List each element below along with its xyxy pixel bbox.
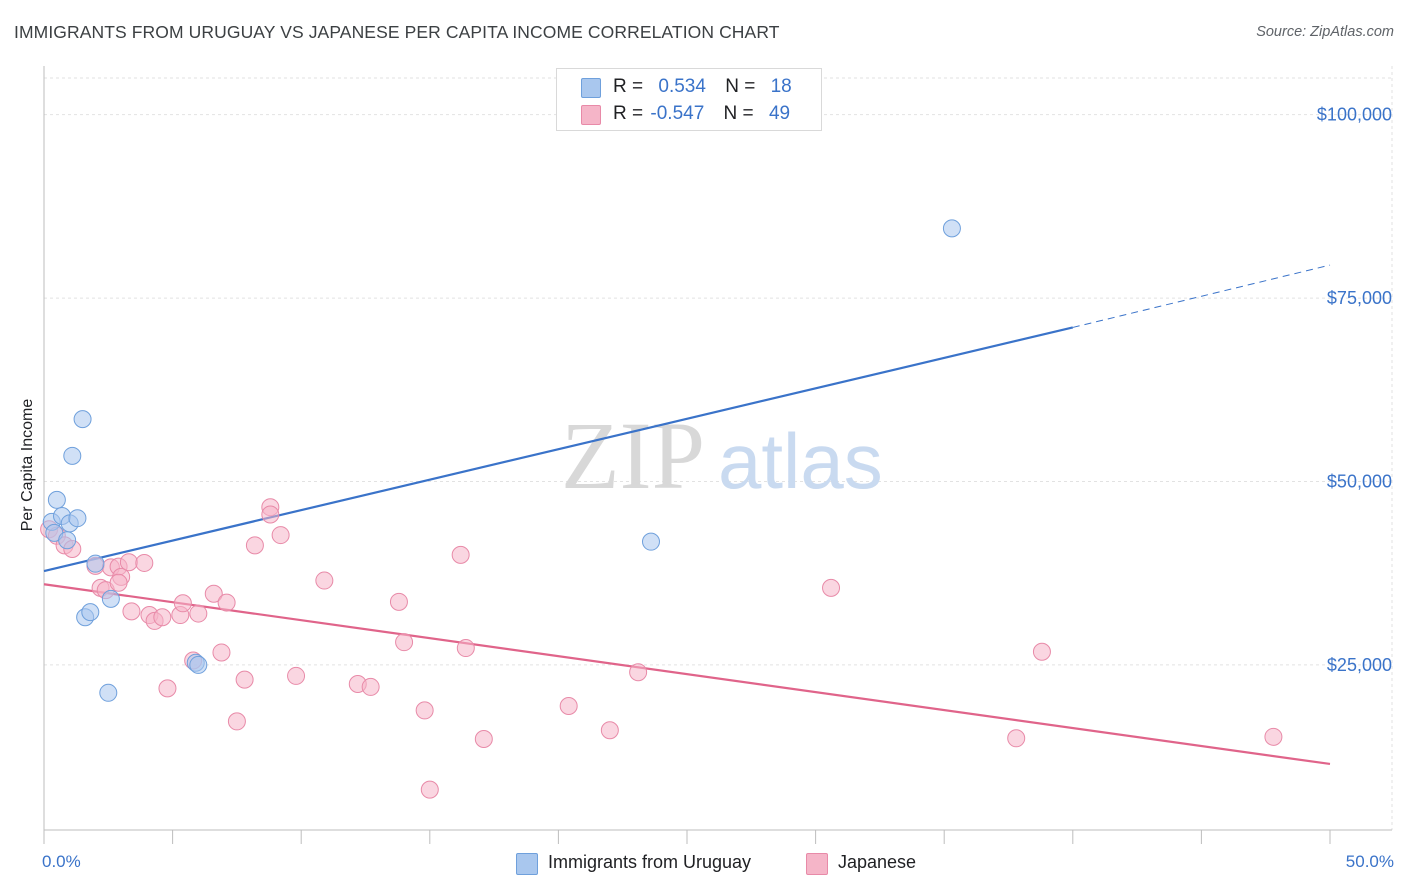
point-uruguay: [641, 532, 660, 551]
axes: [43, 66, 1392, 844]
point-japanese: [204, 584, 223, 603]
point-uruguay: [86, 554, 105, 573]
point-japanese: [212, 643, 231, 662]
point-japanese: [135, 553, 154, 572]
bottom-legend-label-uruguay: Immigrants from Uruguay: [548, 852, 752, 872]
legend-n-label: N =: [725, 76, 756, 97]
grid-lines: [44, 66, 1393, 830]
bottom-legend-swatch-japanese: [806, 853, 828, 875]
point-japanese: [158, 679, 177, 698]
correlation-legend: R = 0.534 N = 18 R = -0.547 N = 49: [556, 68, 822, 131]
point-japanese: [173, 594, 192, 613]
point-japanese: [315, 571, 334, 590]
watermark: ZIP atlas: [561, 402, 883, 509]
point-japanese: [287, 666, 306, 685]
point-uruguay: [942, 219, 961, 238]
legend-r-label: R =: [613, 103, 644, 124]
point-japanese: [227, 712, 246, 731]
point-japanese: [629, 663, 648, 682]
point-japanese: [415, 701, 434, 720]
legend-n-value: 18: [770, 76, 792, 97]
point-uruguay: [99, 683, 118, 702]
point-japanese: [189, 604, 208, 623]
legend-swatch-uruguay: [581, 78, 601, 98]
point-japanese: [600, 721, 619, 740]
point-uruguay: [189, 655, 208, 674]
point-uruguay: [73, 410, 92, 429]
y-tick-label: $100,000: [1317, 105, 1392, 125]
point-uruguay: [101, 589, 120, 608]
data-points: [40, 219, 1283, 799]
point-japanese: [559, 697, 578, 716]
watermark-zip: ZIP: [561, 402, 705, 509]
point-japanese: [1032, 642, 1051, 661]
bottom-legend-swatch-uruguay: [516, 853, 538, 875]
trend-line-japanese: [43, 583, 1331, 766]
point-japanese: [153, 608, 172, 627]
y-tick-label: $25,000: [1327, 655, 1392, 675]
y-tick-labels: $25,000 $50,000 $75,000 $100,000: [1317, 105, 1392, 675]
legend-n-label: N =: [723, 103, 754, 124]
trend-lines: [43, 264, 1331, 766]
point-japanese: [235, 670, 254, 689]
chart-title: IMMIGRANTS FROM URUGUAY VS JAPANESE PER …: [14, 22, 780, 42]
legend-r-label: R =: [613, 76, 644, 97]
point-japanese: [395, 633, 414, 652]
source-label: Source: ZipAtlas.com: [1256, 24, 1394, 40]
trend-line-uruguay-extension: [1072, 264, 1331, 328]
legend-swatch-japanese: [581, 105, 601, 125]
y-tick-label: $50,000: [1327, 472, 1392, 492]
y-tick-label: $75,000: [1327, 288, 1392, 308]
legend-r-value: -0.547: [650, 103, 705, 124]
x-tick-label-max: 50.0%: [1345, 852, 1394, 871]
point-uruguay: [68, 509, 87, 528]
point-japanese: [122, 602, 141, 621]
point-japanese: [420, 780, 439, 799]
point-japanese: [109, 573, 128, 592]
point-japanese: [119, 553, 138, 572]
point-uruguay: [81, 603, 100, 622]
point-japanese: [1007, 729, 1026, 748]
point-japanese: [474, 730, 493, 749]
point-japanese: [822, 578, 841, 597]
point-uruguay: [63, 446, 82, 465]
legend-n-value: 49: [768, 103, 791, 124]
y-axis-label: Per Capita Income: [19, 398, 36, 532]
point-japanese: [451, 545, 470, 564]
point-japanese: [1264, 727, 1283, 746]
watermark-atlas: atlas: [718, 417, 883, 505]
point-japanese: [361, 677, 380, 696]
x-tick-label-min: 0.0%: [42, 852, 81, 871]
point-uruguay: [58, 531, 77, 550]
bottom-legend-label-japanese: Japanese: [838, 852, 917, 872]
point-japanese: [217, 593, 236, 612]
point-japanese: [389, 592, 408, 611]
point-japanese: [456, 639, 475, 658]
point-japanese: [245, 536, 264, 555]
legend-r-value: 0.534: [658, 76, 706, 97]
point-uruguay: [47, 490, 66, 509]
point-japanese: [271, 526, 290, 545]
point-japanese: [261, 505, 280, 524]
trend-line-uruguay: [43, 326, 1074, 573]
